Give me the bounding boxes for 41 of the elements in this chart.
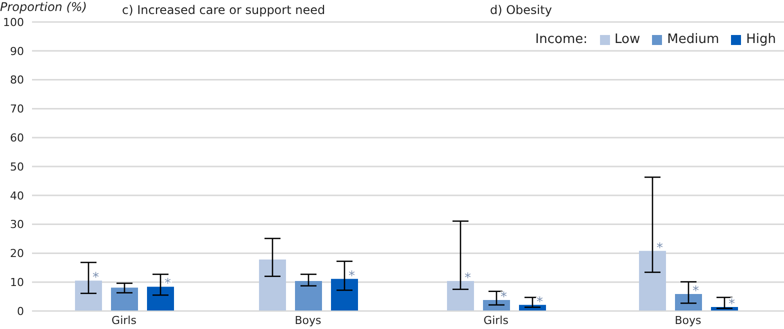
x-tick-label: Boys xyxy=(294,314,322,327)
legend-label: High xyxy=(746,32,776,47)
bar xyxy=(639,250,666,311)
x-tick-label: Girls xyxy=(484,314,509,327)
data-label: * xyxy=(92,270,100,286)
data-label: * xyxy=(728,296,736,312)
legend-label: Low xyxy=(614,32,640,47)
data-label: * xyxy=(348,268,356,284)
bar xyxy=(483,300,510,311)
y-tick-label: 50 xyxy=(10,160,24,174)
chart-title: c) Increased care or support need xyxy=(122,3,326,17)
bar xyxy=(331,278,358,311)
y-tick-label: 100 xyxy=(3,16,24,29)
bar xyxy=(147,286,174,311)
bar xyxy=(259,260,286,311)
y-tick-label: 90 xyxy=(10,44,24,58)
data-label: * xyxy=(500,290,508,306)
y-tick-label: 10 xyxy=(10,276,24,290)
bar xyxy=(111,288,138,311)
y-tick-label: 70 xyxy=(10,102,24,116)
chart-title: d) Obesity xyxy=(490,3,552,17)
data-label: * xyxy=(656,240,664,256)
y-tick-label: 40 xyxy=(10,189,24,202)
x-tick-label: Boys xyxy=(674,314,702,327)
legend-label: Medium xyxy=(667,32,720,47)
bar xyxy=(295,280,322,311)
data-label: * xyxy=(536,294,544,310)
y-tick-label: 0 xyxy=(17,304,24,318)
y-tick-label: 20 xyxy=(10,247,24,260)
y-axis-title: Proportion (%) xyxy=(0,0,87,14)
y-tick-label: 80 xyxy=(10,74,24,87)
data-label: * xyxy=(164,276,172,292)
data-label: * xyxy=(464,270,472,286)
y-tick-label: 60 xyxy=(10,132,24,145)
bar xyxy=(447,280,474,311)
x-tick-label: Girls xyxy=(112,314,137,327)
bar xyxy=(75,280,102,311)
bar xyxy=(675,294,702,311)
data-label: * xyxy=(692,284,700,299)
legend-title: Income: xyxy=(535,32,588,47)
y-tick-label: 30 xyxy=(10,218,24,232)
